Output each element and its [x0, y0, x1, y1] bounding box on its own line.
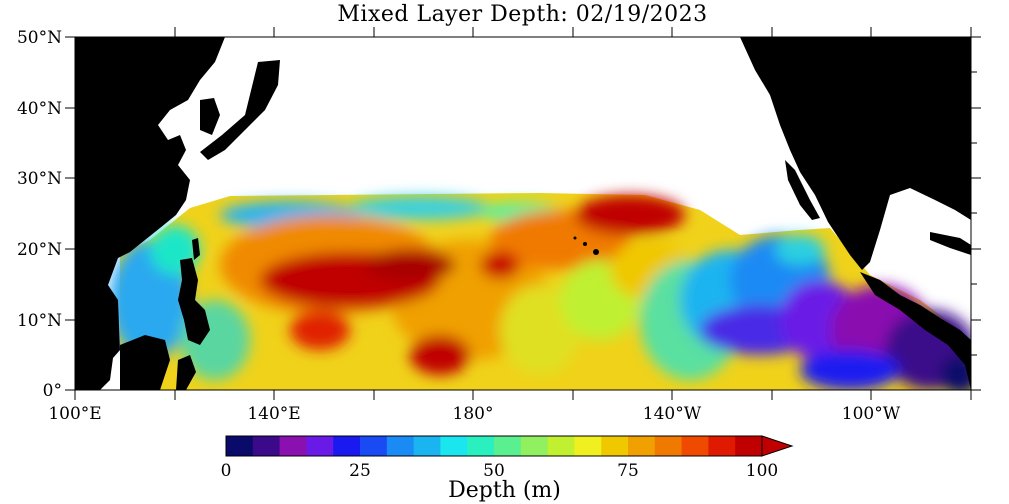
colorbar-segment — [226, 436, 254, 456]
lat-label-30n: 30°N — [17, 169, 62, 189]
colorbar-tick-25: 25 — [349, 461, 371, 481]
colorbar-segment — [601, 436, 629, 456]
lon-label-100w: 100°W — [842, 404, 901, 424]
colorbar-segment — [654, 436, 683, 456]
colorbar-segment — [279, 436, 307, 456]
lat-label-0: 0° — [43, 381, 62, 401]
land-philippines — [178, 258, 210, 345]
lat-labels: 50°N 40°N 30°N 20°N 10°N 0° — [17, 28, 62, 401]
depth-field — [110, 193, 971, 390]
lon-labels: 100°E 140°E 180° 140°W 100°W — [48, 404, 900, 424]
colorbar-ticks: 0 25 50 75 100 — [221, 461, 779, 481]
colorbar-segment — [574, 436, 602, 456]
lon-label-140e: 140°E — [247, 404, 300, 424]
land-asia — [75, 37, 225, 390]
land-baja — [785, 160, 820, 220]
colorbar-segment — [708, 436, 736, 456]
colorbar-tick-0: 0 — [221, 461, 232, 481]
colorbar-extend-arrow — [761, 435, 794, 457]
lon-label-140w: 140°W — [643, 404, 702, 424]
lon-label-180: 180° — [453, 404, 494, 424]
lat-label-10n: 10°N — [17, 311, 62, 331]
lat-label-20n: 20°N — [17, 240, 62, 260]
colorbar-segment — [735, 436, 763, 456]
land-taiwan — [192, 238, 200, 260]
colorbar-segment — [520, 436, 549, 456]
colorbar-segment — [252, 436, 281, 456]
colorbar-segment — [547, 436, 575, 456]
lat-label-50n: 50°N — [17, 28, 62, 48]
colorbar-segment — [360, 436, 388, 456]
lat-label-40n: 40°N — [17, 99, 62, 119]
land-caribbean — [930, 232, 971, 255]
colorbar-segment — [386, 436, 415, 456]
colorbar-segment — [681, 436, 709, 456]
lon-label-100e: 100°E — [48, 404, 101, 424]
colorbar-segment — [467, 436, 495, 456]
land-hawaii — [593, 249, 599, 255]
colorbar-tick-100: 100 — [746, 461, 778, 481]
colorbar-tick-50: 50 — [483, 461, 505, 481]
colorbar-segment — [628, 436, 656, 456]
land-borneo — [120, 335, 170, 390]
land-masses — [75, 37, 971, 390]
colorbar-frame — [225, 435, 763, 457]
axis-ticks — [65, 27, 981, 400]
map-title: Mixed Layer Depth: 02/19/2023 — [337, 2, 708, 27]
colorbar-label: Depth (m) — [448, 478, 561, 503]
colorbar-segment — [413, 436, 441, 456]
colorbar-segment — [494, 436, 522, 456]
land-north-america — [740, 37, 971, 270]
colorbar — [226, 436, 763, 456]
land-japan — [200, 60, 280, 160]
land-sulawesi — [176, 355, 196, 390]
colorbar-segment — [440, 436, 468, 456]
land-korea — [200, 98, 220, 135]
colorbar-segment — [333, 436, 361, 456]
colorbar-tick-75: 75 — [617, 461, 639, 481]
land-central-america — [860, 272, 971, 390]
colorbar-segment — [306, 436, 334, 456]
